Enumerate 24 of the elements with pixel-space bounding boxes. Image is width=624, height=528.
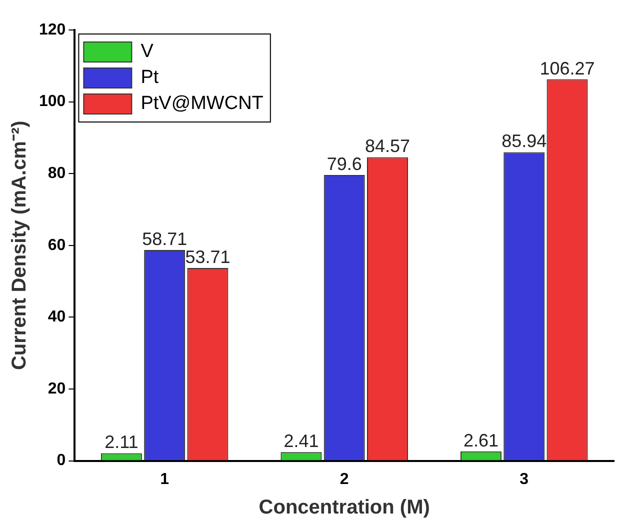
data-label: 79.6: [326, 154, 362, 174]
legend-label: Pt: [140, 67, 160, 88]
data-label: 84.57: [364, 136, 410, 156]
legend-label: V: [140, 41, 154, 62]
data-label: 58.71: [142, 229, 188, 249]
y-tick-label: 60: [48, 236, 66, 254]
y-tick-label: 100: [38, 93, 66, 110]
y-axis-title: Current Density (mA.cm⁻²): [8, 120, 31, 370]
data-label: 106.27: [540, 58, 595, 78]
y-tick-label: 0: [56, 452, 66, 470]
x-tick-label: 3: [520, 470, 529, 488]
legend-label: PtV@MWCNT: [140, 93, 264, 114]
y-tick-label: 20: [48, 380, 66, 398]
data-label: 85.94: [502, 131, 547, 152]
data-label: 2.41: [284, 431, 319, 452]
x-tick-label: 1: [160, 470, 170, 488]
data-label: 2.61: [463, 430, 498, 450]
x-tick-label: 2: [340, 470, 349, 488]
x-axis-title: Concentration (M): [258, 496, 430, 519]
y-tick-label: 80: [48, 165, 66, 182]
data-label: 2.11: [104, 432, 138, 452]
y-tick-label: 120: [38, 21, 66, 38]
y-tick-label: 40: [48, 308, 66, 326]
data-label: 53.71: [185, 246, 230, 267]
